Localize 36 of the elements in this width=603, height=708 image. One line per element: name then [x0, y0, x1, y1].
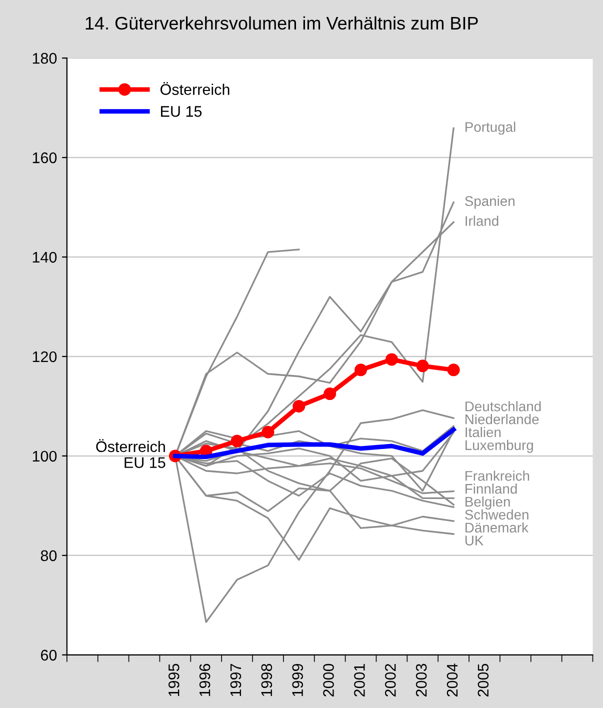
y-tick-label: 60: [40, 650, 57, 661]
legend-label: Österreich: [160, 82, 230, 95]
annotation: Finnland: [466, 484, 517, 494]
x-tick-label: 1997: [230, 664, 242, 696]
chart-title: 14. Güterverkehrsvolumen im Verhältnis zum BIP: [86, 16, 478, 30]
y-tick-label: 160: [32, 152, 57, 164]
annotation: Italien: [466, 426, 501, 438]
y-tick-label: 100: [32, 450, 57, 462]
x-tick-label: 2005: [478, 664, 489, 696]
x-tick-label: 1996: [199, 664, 210, 696]
annotation: Schweden: [465, 509, 528, 520]
x-tick-label: 2001: [354, 664, 365, 696]
x-tick-label: 2003: [416, 664, 427, 696]
annotation: UK: [465, 536, 484, 546]
annotation: Belgien: [466, 496, 510, 510]
annotation: Frankreich: [466, 470, 530, 481]
annotation: EU 15: [124, 457, 166, 468]
x-tick-label: 2002: [384, 664, 396, 696]
annotation: Luxemburg: [466, 440, 533, 453]
x-tick-label: 2004: [446, 664, 458, 696]
annotation: Dänemark: [466, 522, 528, 533]
y-tick-label: 80: [40, 550, 57, 562]
y-tick-label: 120: [32, 351, 57, 362]
annotation: Irland: [466, 216, 498, 226]
annotation: Spanien: [465, 196, 514, 209]
annotation: Deutschland: [466, 401, 541, 412]
y-tick-label: 180: [32, 52, 57, 64]
annotation: Portugal: [466, 122, 516, 135]
x-tick-label: 1998: [261, 664, 272, 696]
annotation: Österreich: [96, 439, 165, 452]
x-tick-label: 2000: [323, 664, 334, 696]
annotation: Niederlande: [466, 414, 539, 424]
y-tick-label: 140: [32, 252, 57, 263]
x-tick-label: 1995: [168, 664, 180, 696]
legend-label: EU 15: [161, 106, 202, 117]
x-tick-label: 1999: [292, 664, 304, 696]
